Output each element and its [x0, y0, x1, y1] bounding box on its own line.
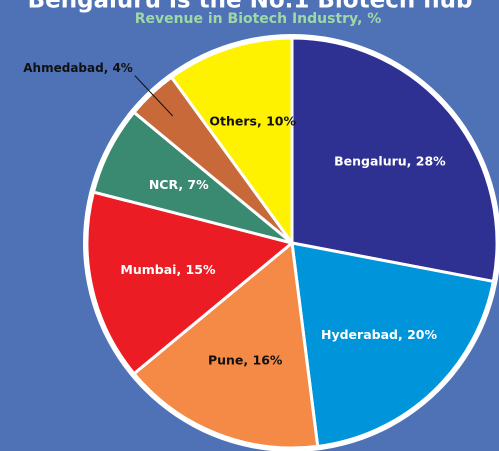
data-label: Others, 10%	[209, 114, 296, 129]
data-label: NCR, 7%	[149, 177, 209, 192]
pie-slice	[169, 36, 294, 248]
pie-slice	[290, 241, 496, 449]
data-label: Pune, 16%	[208, 353, 283, 368]
pie-slice	[85, 190, 296, 376]
chart-title: Bengaluru is the No.1 Biotech hub	[28, 0, 473, 14]
data-label: Mumbai, 15%	[120, 262, 216, 277]
data-label: Bengaluru, 28%	[334, 153, 446, 168]
pie-slice	[131, 240, 320, 450]
data-label: Ahmedabad, 4%	[23, 61, 133, 75]
chart-subtitle: Revenue in Biotech Industry, %	[135, 11, 382, 27]
pie-slice	[290, 36, 499, 284]
data-label: Hyderabad, 20%	[321, 327, 437, 342]
leader-line	[134, 75, 174, 117]
